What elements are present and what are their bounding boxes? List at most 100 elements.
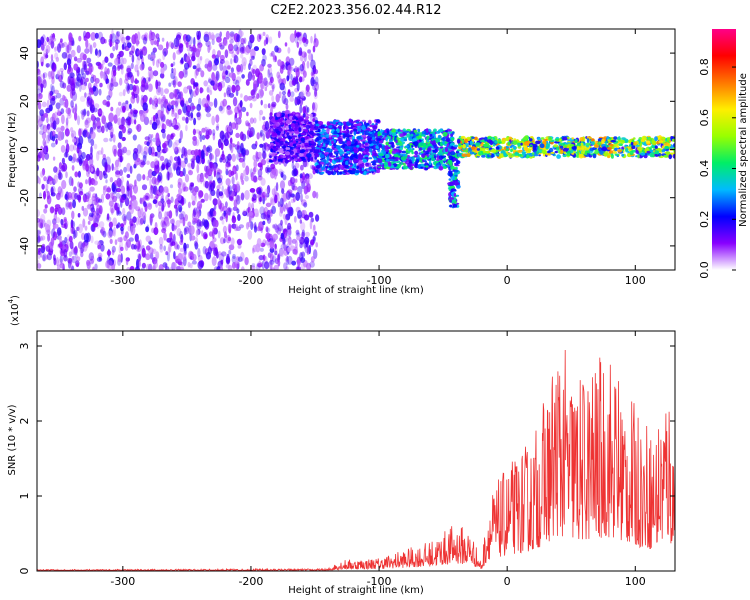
- spectrogram-cell: [307, 173, 313, 180]
- spectrogram-cell: [285, 202, 288, 210]
- spectrogram-cell: [200, 173, 204, 183]
- spectrogram-cell: [216, 185, 221, 190]
- spectrogram-cell: [303, 52, 307, 62]
- spectrogram-cell: [301, 231, 305, 240]
- spectrogram-cell: [190, 158, 195, 163]
- spectrogram-cell: [267, 63, 272, 68]
- spectrogram-cell: [349, 162, 353, 166]
- spectrogram-cell: [69, 67, 73, 74]
- spectrogram-cell: [256, 132, 260, 140]
- spectrogram-cell: [93, 143, 98, 150]
- spectrogram-cell: [77, 241, 84, 250]
- spectrogram-cell: [204, 99, 208, 105]
- spectrogram-cell: [289, 33, 296, 43]
- spectrogram-cell: [218, 42, 222, 47]
- spectrogram-cell: [243, 95, 249, 102]
- spectrogram-cell: [73, 63, 79, 71]
- spectrogram-cell: [159, 244, 164, 253]
- spectrogram-cell: [305, 135, 309, 139]
- spectrogram-cell: [55, 92, 62, 99]
- spectrogram-cell: [166, 188, 169, 194]
- spectrogram-cell: [174, 146, 179, 155]
- spectrogram-cell: [157, 44, 164, 51]
- spectrogram-cell: [293, 135, 298, 138]
- spectrogram-cell: [216, 123, 220, 129]
- spectrogram-cell: [353, 149, 358, 154]
- spectrogram-cell: [304, 243, 309, 254]
- spectrogram-cell: [51, 130, 56, 137]
- spectrogram-cell: [353, 123, 359, 126]
- spectrogram-cell: [449, 199, 452, 203]
- spectrogram-cell: [255, 151, 259, 160]
- spectrogram-cell: [172, 52, 176, 61]
- spectrogram-cell: [65, 171, 68, 179]
- spectrogram-cell: [39, 170, 44, 179]
- spectrogram-cell: [190, 89, 194, 99]
- spectrogram-cell: [453, 167, 458, 170]
- spectrogram-cell: [265, 166, 269, 174]
- spectrogram-cell: [76, 57, 82, 63]
- spectrogram-cell: [251, 143, 257, 150]
- chart-title: C2E2.2023.356.02.44.R12: [270, 3, 441, 18]
- spectrogram-cell: [310, 59, 316, 70]
- spectrogram-cell: [152, 47, 157, 53]
- spectrogram-cell: [210, 189, 216, 196]
- spectrogram-cell: [179, 247, 185, 253]
- spectrogram-cell: [361, 130, 365, 136]
- spectrogram-cell: [265, 131, 271, 139]
- spectrogram-cell: [114, 159, 120, 168]
- spectrogram-cell: [41, 101, 47, 108]
- spectrogram-cell: [287, 89, 291, 94]
- spectrogram-cell: [121, 36, 126, 44]
- spectrogram-cell: [150, 134, 154, 138]
- spectrogram-cell: [276, 151, 280, 154]
- spectrogram-cell: [361, 134, 367, 138]
- spectrogram-cell: [318, 141, 321, 146]
- spectrogram-cell: [325, 165, 329, 169]
- spectrogram-cell: [204, 192, 209, 202]
- spectrogram-cell: [245, 222, 250, 230]
- spectrogram-cell: [161, 203, 165, 212]
- spectrogram-cell: [256, 226, 262, 232]
- spectrogram-cell: [377, 137, 382, 141]
- spectrogram-cell: [196, 219, 202, 227]
- spectrogram-cell: [73, 56, 78, 62]
- spectrogram-cell: [249, 34, 255, 44]
- spectrogram-cell: [196, 200, 203, 210]
- spectrogram-cell: [150, 54, 156, 60]
- spectrogram-cell: [52, 156, 56, 161]
- spectrogram-cell: [302, 106, 307, 114]
- spectrogram-cell: [185, 116, 189, 124]
- spectrogram-cell: [77, 170, 81, 178]
- spectrogram-cell: [265, 232, 271, 240]
- spectrogram-cell: [48, 90, 53, 97]
- spectrogram-cell: [56, 227, 62, 236]
- spectrogram-cell: [80, 67, 84, 76]
- spectrogram-cell: [87, 190, 91, 199]
- spectrogram-cell: [49, 241, 54, 251]
- spectrogram-cell: [53, 212, 58, 221]
- spectrogram-cell: [64, 193, 68, 200]
- spectrogram-cell: [217, 50, 221, 58]
- spectrogram-cell: [282, 145, 287, 149]
- spectrogram-cell: [310, 35, 313, 44]
- spectrogram-cell: [208, 44, 212, 51]
- spectrogram-cell: [119, 148, 125, 156]
- spectrogram-cell: [60, 38, 63, 43]
- spectrogram-cell: [151, 99, 155, 106]
- spectrogram-cell: [41, 132, 47, 140]
- spectrogram-cell: [185, 34, 191, 42]
- spectrogram-cell: [391, 150, 397, 154]
- spectrogram-cell: [278, 158, 284, 161]
- spectrogram-cell: [92, 180, 98, 186]
- spectrogram-cell: [148, 146, 153, 156]
- spectrogram-cell: [124, 197, 130, 207]
- spectrogram-cell: [58, 162, 63, 170]
- spectrogram-cell: [395, 142, 401, 146]
- spectrogram-cell: [269, 155, 272, 159]
- spectrogram-cell: [62, 94, 66, 102]
- spectrogram-cell: [304, 160, 309, 168]
- spectrogram-cell: [314, 69, 319, 75]
- spectrogram-cell: [158, 200, 162, 207]
- spectrogram-cell: [379, 135, 383, 138]
